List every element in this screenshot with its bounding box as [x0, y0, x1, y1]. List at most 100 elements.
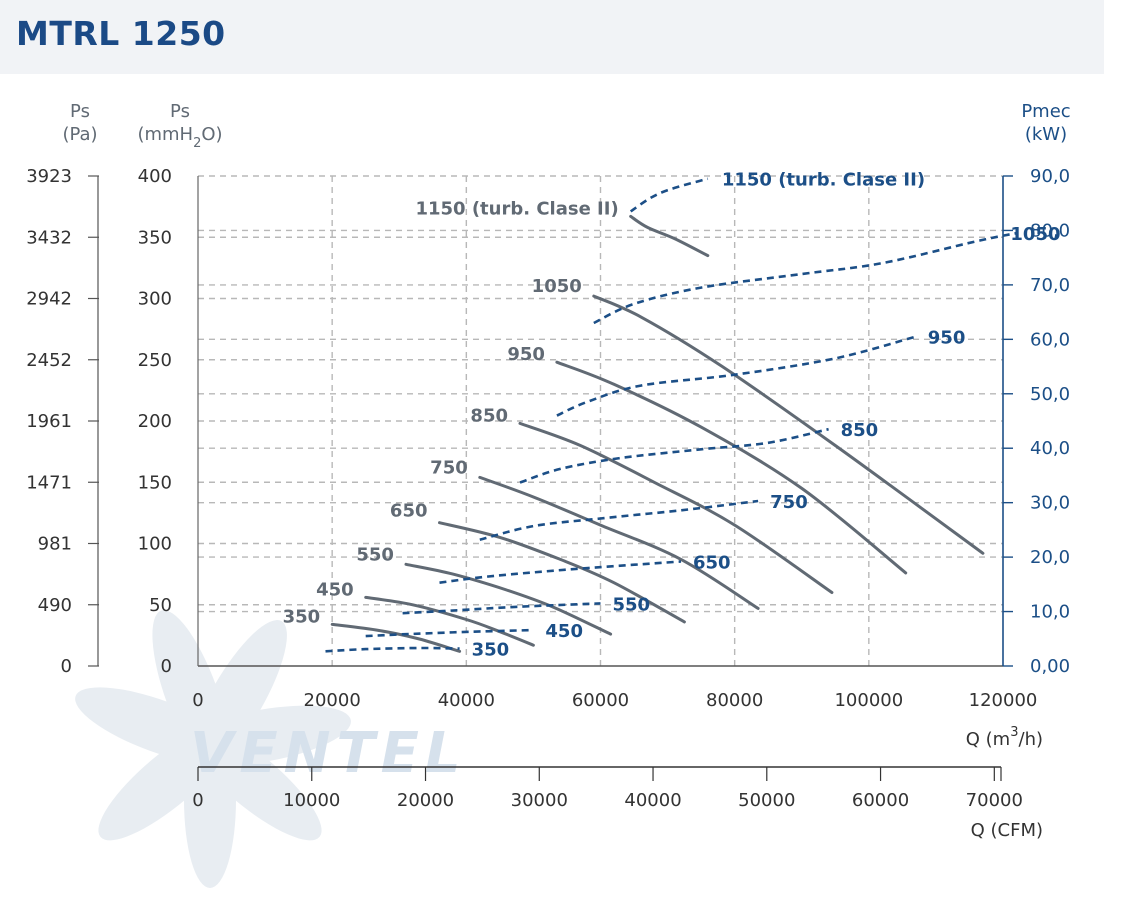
power-curve	[479, 499, 759, 541]
pressure-curve	[364, 595, 535, 647]
chart-title: MTRL 1250	[16, 14, 226, 53]
tick-label-cfm: 60000	[852, 790, 909, 811]
tick-label-pa: 2452	[26, 350, 72, 371]
power-curve	[556, 335, 917, 417]
axis-ticks: 4003923350343230029422502452200196115014…	[26, 166, 1070, 811]
tick-label-cfm: 30000	[511, 790, 568, 811]
tick-label-m3h: 20000	[304, 690, 361, 711]
tick-label-kw: 60,0	[1030, 329, 1070, 350]
tick-label-cfm: 40000	[624, 790, 681, 811]
left-mm-unit: (mmH2O)	[137, 124, 222, 151]
power-curve	[402, 602, 601, 615]
pressure-curve-label: 750	[430, 457, 468, 478]
left-mm-unit-suffix: O)	[201, 124, 222, 145]
ventel-watermark: VENTEL	[75, 610, 467, 888]
tick-label-kw: 50,0	[1030, 384, 1070, 405]
tick-label-m3h: 120000	[969, 690, 1038, 711]
left-mm-unit-sub: 2	[193, 136, 201, 151]
tick-label-cfm: 10000	[283, 790, 340, 811]
pressure-curve-label: 450	[316, 579, 354, 600]
pressure-curve	[629, 214, 710, 258]
tick-label-m3h: 40000	[438, 690, 495, 711]
power-curve	[593, 231, 1017, 325]
power-curve	[519, 427, 829, 484]
left-mm-title: Ps	[170, 101, 190, 122]
pressure-curve	[592, 294, 985, 555]
tick-label-cfm: 0	[192, 790, 203, 811]
tick-label-m3h: 0	[192, 690, 203, 711]
tick-label-pa: 0	[61, 656, 72, 677]
x-axis-m3h-suffix: /h)	[1019, 729, 1044, 750]
title-band	[0, 0, 1104, 74]
tick-label-pa: 981	[38, 534, 72, 555]
tick-label-m3h: 60000	[572, 690, 629, 711]
right-kw-title: Pmec	[1021, 101, 1070, 122]
tick-label-pa: 2942	[26, 289, 72, 310]
power-curve	[325, 646, 460, 653]
pressure-curve-label: 1150 (turb. Clase II)	[415, 198, 618, 219]
fan-blades-logo	[75, 610, 351, 888]
tick-label-kw: 70,0	[1030, 275, 1070, 296]
tick-label-cfm: 50000	[738, 790, 795, 811]
left-pa-unit: (Pa)	[62, 124, 97, 145]
tick-label-kw: 80,0	[1030, 220, 1070, 241]
tick-label-mm: 400	[138, 166, 172, 187]
tick-label-pa: 3432	[26, 227, 72, 248]
pressure-curve	[438, 521, 686, 624]
pressure-curve-label: 550	[356, 544, 394, 565]
tick-label-mm: 150	[138, 472, 172, 493]
tick-label-pa: 1961	[26, 411, 72, 432]
tick-label-kw: 0,00	[1030, 656, 1070, 677]
power-curve	[629, 177, 709, 213]
tick-label-mm: 100	[138, 534, 172, 555]
power-curve-label: 650	[693, 552, 731, 573]
x-axis-m3h-prefix: Q (m	[966, 729, 1010, 750]
right-kw-unit: (kW)	[1025, 124, 1067, 145]
tick-label-pa: 1471	[26, 472, 72, 493]
tick-label-m3h: 100000	[834, 690, 903, 711]
tick-label-mm: 50	[149, 595, 172, 616]
pressure-curve	[404, 562, 613, 636]
pressure-curve-label: 1050	[532, 276, 582, 297]
pressure-curve-label: 950	[507, 344, 545, 365]
power-curve-label: 350	[472, 640, 510, 661]
power-curve	[365, 628, 534, 638]
power-curve-label: 850	[841, 420, 879, 441]
left-pa-title: Ps	[70, 101, 90, 122]
left-mm-unit-prefix: (mmH	[137, 124, 193, 145]
power-curve	[439, 560, 682, 584]
grid	[198, 175, 1003, 666]
watermark-text: VENTEL	[190, 721, 467, 786]
power-curve-label: 450	[545, 621, 583, 642]
pressure-curve-label: 850	[470, 405, 508, 426]
tick-label-pa: 490	[38, 595, 72, 616]
tick-label-mm: 300	[138, 289, 172, 310]
tick-label-mm: 0	[161, 656, 172, 677]
power-curve-label: 550	[613, 594, 651, 615]
pressure-curve-label: 650	[390, 501, 428, 522]
power-curve-label: 1150 (turb. Clase II)	[722, 170, 925, 191]
tick-label-m3h: 80000	[706, 690, 763, 711]
power-curve-label: 750	[770, 492, 808, 513]
pressure-curve-label: 350	[283, 606, 321, 627]
tick-label-kw: 90,0	[1030, 166, 1070, 187]
x-axis-m3h-label: Q (m3/h)	[966, 725, 1043, 750]
pressure-curve	[478, 475, 760, 610]
tick-label-cfm: 20000	[397, 790, 454, 811]
tick-label-kw: 40,0	[1030, 438, 1070, 459]
tick-label-pa: 3923	[26, 166, 72, 187]
pressure-curve	[330, 622, 462, 653]
tick-label-mm: 350	[138, 227, 172, 248]
tick-label-mm: 200	[138, 411, 172, 432]
tick-label-kw: 30,0	[1030, 493, 1070, 514]
tick-label-cfm: 70000	[966, 790, 1023, 811]
tick-label-kw: 20,0	[1030, 547, 1070, 568]
power-curve-label: 950	[928, 328, 966, 349]
pressure-curve	[555, 360, 908, 575]
tick-label-kw: 10,0	[1030, 602, 1070, 623]
pressure-curve	[518, 421, 834, 594]
x-axis-cfm-label: Q (CFM)	[971, 820, 1043, 841]
power-curve-label: 1050	[1010, 224, 1060, 245]
